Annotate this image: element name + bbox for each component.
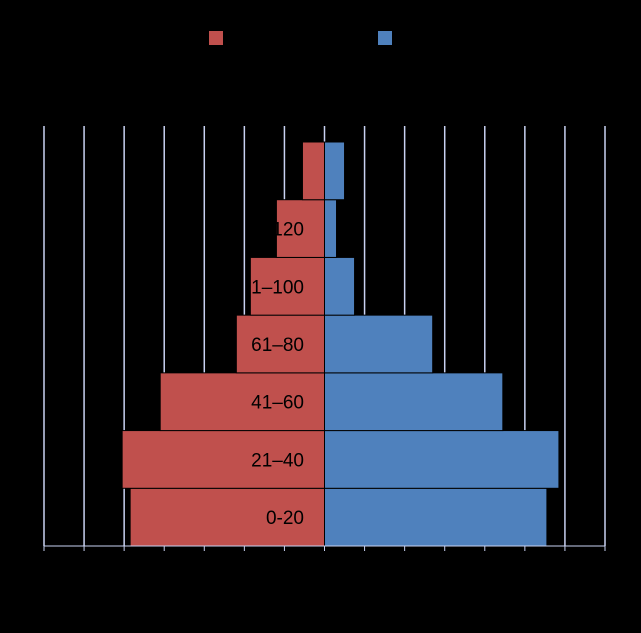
bar-right-101–120: [324, 199, 338, 258]
bar-right-61–80: [324, 314, 434, 374]
bar-left-61–80: [235, 314, 325, 374]
category-label: 41–60: [251, 393, 304, 414]
bar-right-121+: [324, 141, 346, 201]
bar-left-0-20: [129, 487, 325, 547]
bar-left-41–60: [159, 372, 325, 432]
category-label: 120: [272, 220, 304, 241]
bar-right-21–40: [324, 430, 560, 489]
category-label: 0-20: [266, 508, 304, 529]
category-label: 61–80: [251, 335, 304, 356]
legend-swatch-right-series: [378, 31, 392, 45]
bar-right-81–100: [324, 256, 356, 316]
x-axis: [43, 545, 606, 551]
legend-swatch-left-series: [209, 31, 223, 45]
bar-right-41–60: [324, 372, 504, 432]
category-label: 1–100: [251, 277, 304, 298]
category-labels: 0-20 21–40 41–60 61–80 1–100 120: [251, 220, 304, 530]
bar-right-0-20: [324, 487, 548, 547]
bar-left-121+: [301, 141, 326, 201]
bar-left-81–100: [249, 256, 325, 316]
bars: [121, 141, 560, 547]
category-label: 21–40: [251, 450, 304, 471]
bar-left-101–120: [275, 199, 325, 258]
